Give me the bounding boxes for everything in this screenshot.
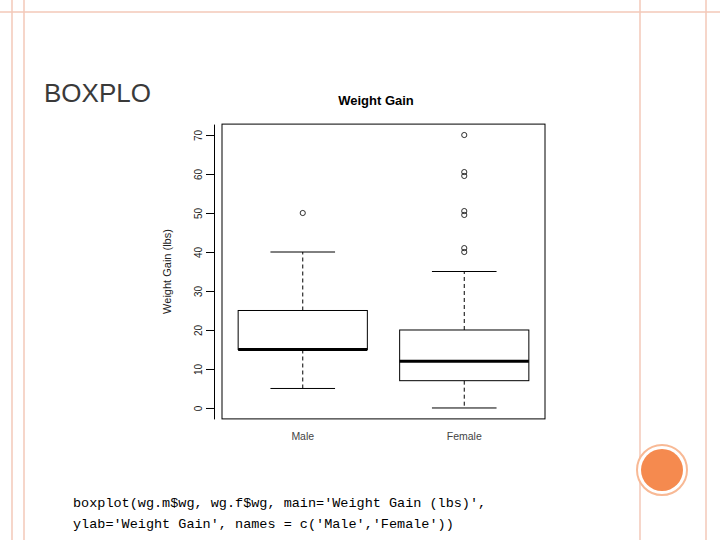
upper-whisker	[302, 252, 303, 310]
y-tick: 60	[193, 169, 214, 181]
box	[238, 310, 367, 349]
upper-whisker	[464, 272, 465, 330]
y-tick: 20	[193, 324, 214, 336]
border-line	[705, 0, 707, 540]
upper-cap	[270, 252, 335, 253]
box-group	[238, 210, 367, 388]
y-tick: 50	[193, 208, 214, 220]
y-tick-label: 0	[193, 405, 204, 411]
y-tick-label: 70	[193, 130, 204, 142]
y-tick-mark	[206, 330, 214, 331]
border-line	[23, 0, 25, 540]
median-line	[400, 360, 529, 363]
y-axis-line	[214, 125, 215, 420]
lower-whisker	[302, 349, 303, 388]
outlier	[462, 208, 467, 213]
chart-background	[158, 82, 558, 454]
outlier	[462, 246, 467, 251]
box	[400, 330, 529, 381]
border-line	[0, 11, 720, 13]
y-tick-label: 40	[193, 247, 204, 259]
lower-cap	[432, 407, 497, 408]
outlier	[300, 210, 305, 215]
y-tick: 10	[193, 363, 214, 375]
chart-title: Weight Gain	[338, 93, 414, 108]
x-tick: Female	[447, 430, 482, 442]
y-axis: 0 10 20 30 40 50 60 70	[193, 125, 215, 420]
y-tick-mark	[206, 291, 214, 292]
border-line	[11, 0, 13, 540]
y-tick-label: 20	[193, 324, 204, 336]
slide-title: BOXPLO	[44, 78, 151, 108]
ornament-ring	[637, 445, 687, 495]
box-group	[400, 132, 529, 408]
x-axis: Male Female	[291, 430, 482, 442]
y-tick-label: 30	[193, 285, 204, 297]
lower-cap	[270, 388, 335, 389]
boxes	[238, 132, 529, 408]
y-tick-label: 60	[193, 169, 204, 181]
slide: BOXPLO boxplot(wg.m$wg, wg.f$wg, main='We…	[0, 0, 720, 540]
y-tick: 0	[193, 405, 214, 411]
median-line	[238, 348, 367, 351]
x-tick-label: Female	[447, 430, 482, 442]
y-tick-label: 10	[193, 363, 204, 375]
x-tick-label: Male	[291, 430, 314, 442]
y-tick: 70	[193, 130, 214, 142]
ornament-circle	[641, 449, 683, 491]
y-tick-label: 50	[193, 208, 204, 220]
x-tick: Male	[291, 430, 314, 442]
y-tick: 40	[193, 247, 214, 259]
upper-cap	[432, 271, 497, 272]
y-tick-mark	[206, 369, 214, 370]
y-axis-title: Weight Gain (lbs)	[161, 229, 173, 314]
y-tick-mark	[206, 408, 214, 409]
y-tick: 30	[193, 285, 214, 297]
outlier	[462, 132, 467, 137]
plot-frame	[222, 124, 545, 419]
code-line: ylab='Weight Gain', names = c('Male','Fe…	[73, 517, 454, 532]
y-tick-mark	[206, 174, 214, 175]
slide-decoration	[0, 0, 720, 540]
y-tick-mark	[206, 252, 214, 253]
code-line: boxplot(wg.m$wg, wg.f$wg, main='Weight G…	[73, 496, 486, 511]
y-tick-mark	[206, 135, 214, 136]
lower-whisker	[464, 381, 465, 408]
y-tick-mark	[206, 213, 214, 214]
outlier	[462, 169, 467, 174]
